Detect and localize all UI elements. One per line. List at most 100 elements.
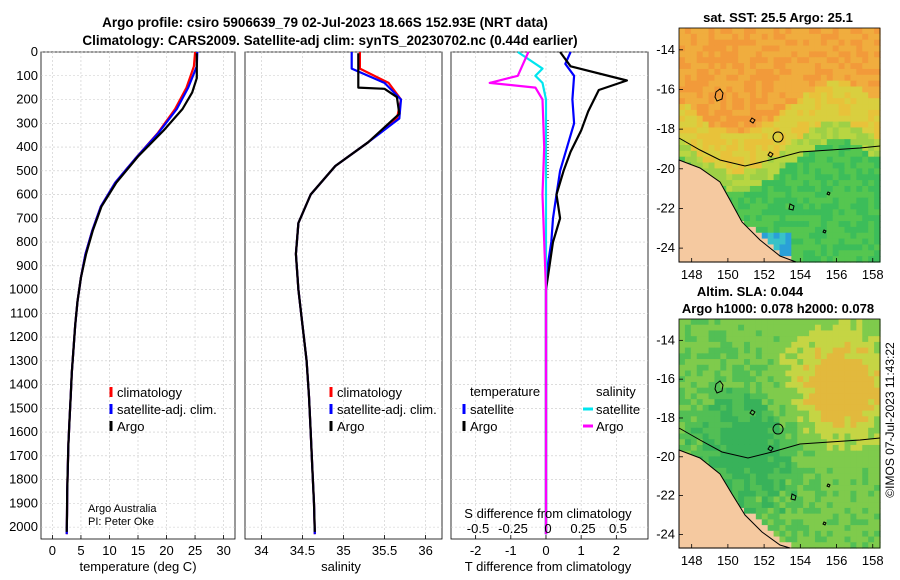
map-cell [690,150,698,158]
map-cell [720,353,727,360]
map-cell [779,525,787,532]
map-cell [850,473,857,480]
map-cell [850,63,857,70]
map-cell [755,324,763,332]
map-cell [814,479,822,486]
map-cell [744,185,751,193]
map-cell [797,162,804,169]
map-cell [726,51,733,58]
map-cell [874,530,881,538]
map-cell [726,39,733,47]
map-cell [720,174,727,181]
map-cell [690,393,698,400]
map-cell [714,51,721,58]
map-cell [755,525,763,532]
map-cell [732,156,739,164]
map-cell [744,197,751,205]
map-cell [844,347,852,354]
map-cell [874,92,881,99]
map-cell [749,33,757,41]
map-cell [714,28,721,35]
map-cell [820,238,828,246]
map-cell [779,473,787,480]
map-cell [779,39,787,47]
map-cell [838,33,846,41]
map-cell [832,139,840,146]
map-cell [738,364,745,372]
map-cell [720,450,727,457]
map-cell [809,536,816,543]
map-cell [838,347,846,354]
map-cell [714,57,721,64]
map-cell [773,226,781,234]
map-cell [797,536,804,543]
map-cell [809,250,816,257]
map-cell [726,427,733,435]
map-cell [773,479,781,486]
map-cell [850,39,857,47]
map-cell [767,519,775,526]
map-cell [749,404,757,412]
map-cell [791,250,798,257]
map-cell [720,336,727,343]
map-cell [862,490,869,498]
map-cell [761,185,769,193]
map-cell [732,121,739,129]
map-cell [862,256,869,263]
map-cell [749,45,757,52]
map-cell [767,86,775,93]
map-cell [690,330,698,337]
map-cell [838,215,846,222]
map-cell [785,203,792,210]
map-cell [814,162,822,169]
title-line-1: Argo profile: csiro 5906639_79 02-Jul-20… [102,15,548,30]
map-cell [803,370,810,377]
ytick-label: 200 [16,92,38,107]
legend-title-temperature: temperature [470,384,540,399]
map-cell [832,156,840,164]
map-cell [738,121,745,129]
map-cell [874,209,881,216]
map-cell [761,416,769,423]
map-cell [809,215,816,222]
map-cell [832,462,840,469]
map-cell [850,57,857,64]
map-cell [773,416,781,423]
map-cell [767,450,775,457]
map-cell [832,74,840,82]
map-cell [862,168,869,175]
map-cell [856,433,863,440]
map-cell [744,387,751,395]
map-cell [862,39,869,47]
difference-lines [488,51,629,535]
map-cell [744,399,751,406]
map-cell [850,381,857,389]
map-cell [814,433,822,440]
map-cell [690,319,698,326]
map-cell [797,57,804,64]
map-cell [696,80,704,88]
map-cell [868,244,875,251]
map-cell [862,57,869,64]
map-cell [744,490,751,498]
map-cell [720,473,727,480]
map-cell [696,319,704,326]
map-cell [679,115,686,123]
map-cell [732,150,739,158]
map-cell [696,51,704,58]
map-cell [708,39,716,47]
map-cell [832,507,840,515]
map-cell [720,168,727,175]
map-cell [761,221,769,228]
map-cell [755,33,763,41]
map-cell [732,427,739,435]
map-cell [868,530,875,538]
map-cell [832,410,840,417]
map-cell [814,513,822,520]
map-cell [868,74,875,82]
map-cell [838,226,846,234]
map-cell [785,359,792,366]
map-cell [844,127,852,134]
map-cell [826,221,834,228]
map-cell [856,416,863,423]
